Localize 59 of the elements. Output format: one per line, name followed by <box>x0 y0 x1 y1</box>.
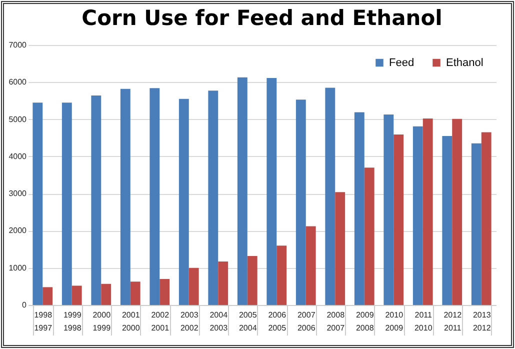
bar <box>188 268 199 305</box>
bar <box>306 226 316 305</box>
x-tick-label: 2008 2007 <box>326 310 346 332</box>
chart-title: Corn Use for Feed and Ethanol <box>82 6 442 30</box>
y-tick-label: 4000 <box>8 152 28 161</box>
x-tick-label: 2010 2009 <box>385 310 404 332</box>
bar <box>160 279 170 305</box>
bar <box>394 134 404 305</box>
bar <box>72 286 82 305</box>
y-tick-label: 6000 <box>8 78 28 87</box>
bar <box>101 284 112 305</box>
bar <box>364 168 374 305</box>
y-tick-label: 1000 <box>8 263 28 272</box>
bar <box>325 88 336 305</box>
y-tick-label: 2000 <box>8 226 28 236</box>
x-tick-label: 2004 2003 <box>210 310 228 332</box>
bar <box>178 98 189 305</box>
y-tick-label: 0 <box>22 300 28 310</box>
y-tick-label: 3000 <box>8 189 28 198</box>
legend-label: Ethanol <box>446 56 484 69</box>
bar <box>422 118 433 305</box>
x-tick-label: 2007 2006 <box>297 310 316 332</box>
x-tick-label: 2013 2012 <box>472 310 492 332</box>
bar <box>335 192 346 305</box>
bar <box>471 143 482 305</box>
x-tick-label: 2002 2001 <box>151 310 170 332</box>
x-tick-label: 2009 2008 <box>356 310 374 332</box>
bar <box>276 246 287 305</box>
bar <box>481 132 492 305</box>
bar <box>442 136 452 305</box>
x-tick-label: 2006 2005 <box>268 310 287 332</box>
bar <box>354 112 364 305</box>
x-tick-label: 2005 2004 <box>238 310 258 332</box>
bar <box>247 256 258 305</box>
bar <box>452 118 462 305</box>
bar <box>384 114 394 305</box>
x-tick-label: 2011 2010 <box>414 310 433 332</box>
bar <box>412 126 423 305</box>
bar <box>130 282 140 305</box>
bar <box>120 88 130 305</box>
legend-label: Feed <box>389 56 414 69</box>
bar <box>296 100 306 305</box>
y-tick-label: 7000 <box>8 40 28 50</box>
bar <box>208 90 218 305</box>
bar <box>218 262 228 305</box>
x-tick-label: 2003 2002 <box>180 310 199 332</box>
bar <box>237 77 248 305</box>
x-tick-label: 2001 2000 <box>122 310 140 332</box>
x-tick-label: 1998 1997 <box>34 310 53 332</box>
x-tick-label: 1999 1998 <box>63 310 82 332</box>
bar <box>42 287 53 305</box>
bar <box>266 78 277 305</box>
bar <box>91 96 102 305</box>
x-tick-label: 2000 1999 <box>92 310 112 332</box>
bar <box>62 102 72 305</box>
bar <box>150 88 160 305</box>
bar <box>32 102 43 305</box>
x-tick-label: 2012 2011 <box>444 310 462 332</box>
y-tick-label: 5000 <box>8 114 28 124</box>
